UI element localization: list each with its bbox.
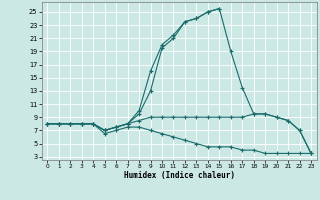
X-axis label: Humidex (Indice chaleur): Humidex (Indice chaleur)	[124, 171, 235, 180]
